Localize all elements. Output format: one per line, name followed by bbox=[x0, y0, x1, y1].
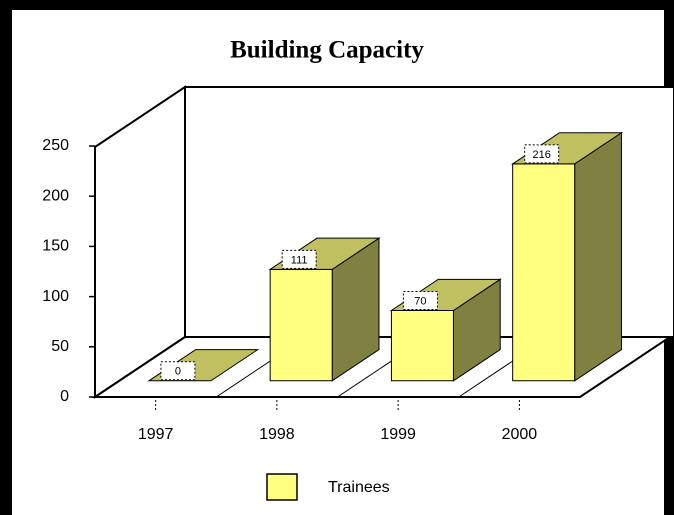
x-tick-label: 1998 bbox=[259, 426, 295, 443]
value-label: 111 bbox=[291, 254, 308, 266]
value-label-box bbox=[281, 249, 317, 269]
bar bbox=[389, 278, 502, 382]
bar-front bbox=[512, 163, 576, 382]
y-tick-label: 50 bbox=[51, 338, 69, 355]
chart-title: Building Capacity bbox=[230, 37, 424, 64]
value-label: 70 bbox=[414, 295, 426, 307]
bar-front bbox=[269, 268, 333, 382]
bar-front bbox=[390, 310, 454, 382]
x-tick-label: 1997 bbox=[138, 426, 174, 443]
legend-label: Trainees bbox=[328, 479, 390, 496]
value-label-box bbox=[402, 291, 438, 311]
y-tick-label: 100 bbox=[42, 288, 69, 305]
bar-side bbox=[574, 131, 622, 382]
y-tick-label: 0 bbox=[60, 388, 69, 405]
value-label: 216 bbox=[532, 149, 550, 161]
value-label-box bbox=[160, 361, 196, 381]
x-tick-label: 1999 bbox=[380, 426, 416, 443]
x-tick-label: 2000 bbox=[502, 426, 538, 443]
value-label-box bbox=[524, 144, 560, 164]
legend-swatch bbox=[266, 473, 298, 501]
value-label: 0 bbox=[175, 366, 181, 378]
y-tick-label: 250 bbox=[42, 137, 69, 154]
y-tick-label: 200 bbox=[42, 187, 69, 204]
y-tick-label: 150 bbox=[42, 238, 69, 255]
bar bbox=[511, 131, 624, 382]
